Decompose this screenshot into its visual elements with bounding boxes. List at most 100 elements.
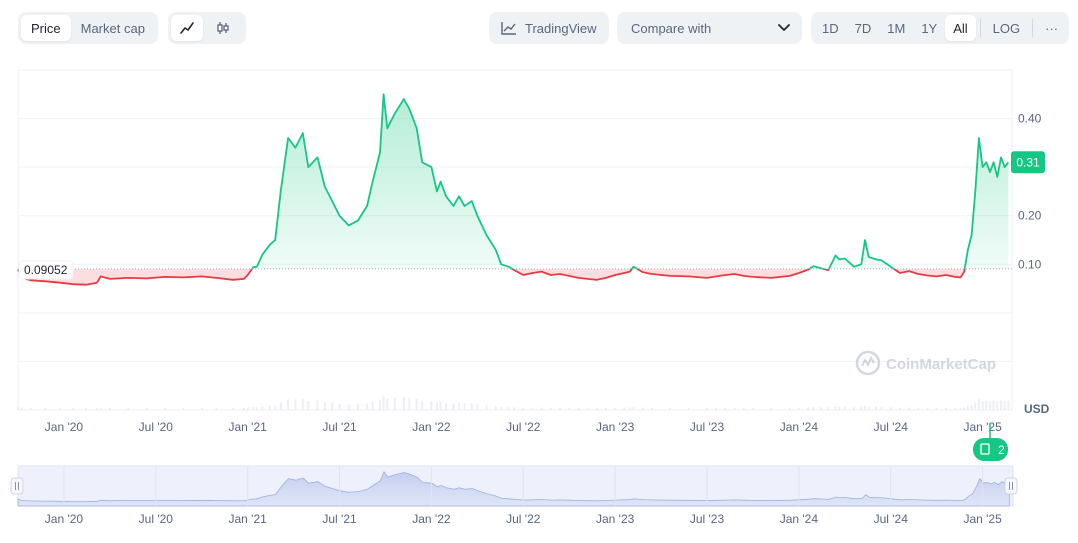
x-tick-label: Jan '23 bbox=[596, 420, 635, 434]
navigator-x-tick-label: Jan '21 bbox=[229, 512, 268, 526]
volume-bar bbox=[72, 408, 75, 410]
events-badge[interactable]: 2 bbox=[973, 424, 1008, 461]
volume-bar bbox=[347, 404, 350, 410]
navigator-left-handle[interactable] bbox=[10, 477, 24, 495]
volume-bar bbox=[834, 406, 837, 410]
chart-gridlines bbox=[17, 69, 1013, 411]
volume-bar bbox=[981, 401, 984, 410]
volume-bar bbox=[577, 407, 580, 410]
navigator-x-tick-label: Jan '23 bbox=[596, 512, 635, 526]
volume-bars bbox=[17, 396, 1010, 410]
volume-bar bbox=[875, 406, 878, 410]
volume-bar bbox=[435, 402, 438, 410]
navigator-x-tick-label: Jul '22 bbox=[506, 512, 541, 526]
volume-bar bbox=[827, 407, 830, 410]
volume-bar bbox=[242, 407, 245, 410]
volume-bar bbox=[898, 407, 901, 410]
volume-bar bbox=[733, 407, 736, 410]
volume-bar bbox=[992, 400, 995, 410]
volume-bar bbox=[366, 403, 369, 410]
volume-bar bbox=[531, 407, 534, 410]
volume-bar bbox=[268, 405, 271, 410]
compare-with-dropdown[interactable]: Compare with bbox=[617, 12, 802, 44]
price-tab[interactable]: Price bbox=[21, 15, 71, 41]
volume-bar bbox=[614, 407, 617, 410]
volume-bar bbox=[889, 407, 892, 410]
volume-bar bbox=[751, 407, 754, 410]
toolbar-divider bbox=[1032, 19, 1034, 37]
volume-bar bbox=[231, 407, 234, 410]
volume-bar bbox=[926, 407, 929, 410]
svg-text:0.09052: 0.09052 bbox=[24, 263, 68, 277]
more-options-button[interactable]: ··· bbox=[1045, 20, 1059, 36]
volume-bar bbox=[415, 398, 418, 410]
area-above-baseline bbox=[18, 94, 1009, 269]
volume-bar bbox=[595, 407, 598, 410]
volume-bar bbox=[742, 407, 745, 410]
range-1d[interactable]: 1D bbox=[822, 20, 839, 36]
volume-bar bbox=[867, 406, 870, 410]
current-price-tag: 0.31 bbox=[1011, 151, 1045, 174]
volume-bar bbox=[985, 400, 988, 410]
navigator-right-handle[interactable] bbox=[1004, 477, 1018, 495]
y-axis-labels: 0.10 0.20 0.40 bbox=[1018, 112, 1042, 272]
volume-bar bbox=[20, 407, 23, 410]
range-7d[interactable]: 7D bbox=[854, 20, 872, 36]
volume-bar bbox=[452, 403, 455, 410]
navigator-x-tick-label: Jul '21 bbox=[322, 512, 357, 526]
x-tick-label: Jan '25 bbox=[963, 420, 1002, 434]
volume-bar bbox=[819, 407, 822, 410]
volume-bar bbox=[974, 402, 977, 410]
volume-bar bbox=[408, 397, 411, 410]
range-navigator[interactable] bbox=[10, 465, 1018, 507]
volume-bar bbox=[439, 401, 442, 410]
volume-bar bbox=[687, 407, 690, 410]
range-1y[interactable]: 1Y bbox=[921, 20, 938, 36]
volume-bar bbox=[246, 407, 249, 410]
candlestick-button[interactable] bbox=[203, 15, 243, 41]
volume-bar bbox=[788, 407, 791, 410]
area-below-baseline bbox=[18, 268, 965, 285]
navigator-x-tick-label: Jan '22 bbox=[412, 512, 451, 526]
tradingview-button[interactable]: TradingView bbox=[489, 12, 609, 44]
range-1m[interactable]: 1M bbox=[887, 20, 906, 36]
line-chart-button[interactable] bbox=[171, 15, 203, 41]
volume-bar bbox=[421, 400, 424, 410]
volume-bar bbox=[959, 407, 962, 410]
volume-bar bbox=[294, 399, 297, 410]
volume-bar bbox=[127, 407, 130, 410]
range-all[interactable]: All bbox=[945, 15, 976, 41]
tradingview-label: TradingView bbox=[525, 20, 597, 36]
price-line-above bbox=[18, 93, 1010, 269]
volume-bar bbox=[274, 405, 277, 410]
volume-bar bbox=[864, 405, 867, 410]
volume-bar bbox=[84, 408, 87, 410]
volume-bar bbox=[963, 407, 966, 410]
volume-bar bbox=[954, 407, 957, 410]
log-scale-toggle[interactable]: LOG bbox=[992, 20, 1021, 36]
market-cap-tab[interactable]: Market cap bbox=[80, 20, 145, 36]
volume-bar bbox=[500, 407, 503, 410]
volume-bar bbox=[485, 405, 488, 410]
navigator-x-tick-label: Jul '24 bbox=[874, 512, 909, 526]
volume-bar bbox=[182, 407, 185, 410]
y-tick-label: 0.20 bbox=[1018, 209, 1042, 223]
volume-bar bbox=[966, 406, 969, 410]
volume-bar bbox=[470, 403, 473, 410]
chevron-down-icon bbox=[778, 24, 790, 31]
volume-bar bbox=[378, 400, 381, 410]
volume-bar bbox=[944, 407, 947, 410]
volume-bar bbox=[17, 407, 19, 410]
volume-bar bbox=[463, 403, 466, 410]
volume-bar bbox=[255, 407, 258, 410]
volume-bar bbox=[513, 407, 516, 410]
coinmarketcap-watermark: CoinMarketCap bbox=[855, 350, 996, 376]
volume-bar bbox=[494, 406, 497, 410]
volume-bar bbox=[371, 401, 374, 410]
chart-type-toggle: Price Market cap bbox=[18, 12, 158, 44]
chart-trend-icon bbox=[501, 22, 516, 35]
volume-bar bbox=[287, 399, 290, 410]
volume-bar bbox=[669, 407, 672, 410]
navigator-area bbox=[17, 470, 1010, 507]
